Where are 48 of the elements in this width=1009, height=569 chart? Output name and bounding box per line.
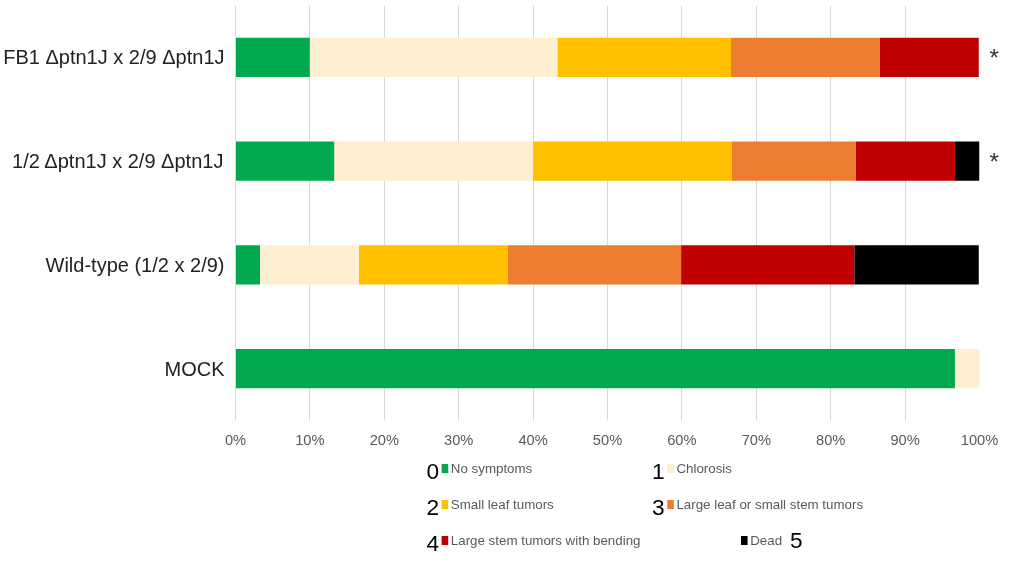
legend-label: Large stem tumors with bending: [450, 533, 641, 548]
annotation: *: [989, 43, 999, 71]
bar: [731, 37, 880, 78]
bar: [954, 348, 980, 389]
bar: [235, 141, 335, 181]
legend-label: Dead: [750, 533, 783, 548]
x-tick-label: 30%: [444, 431, 474, 448]
text: 2: [426, 494, 440, 520]
x-tick-label: 0%: [224, 431, 247, 448]
legend-label: No symptoms: [450, 461, 533, 476]
legend-label: Small leaf tumors: [450, 497, 555, 512]
bar: [507, 245, 682, 285]
x-tick-label: 20%: [369, 431, 399, 448]
y-tick-label: 1/2 Δptn1J x 2/9 Δptn1J: [12, 150, 224, 173]
text: 3: [652, 494, 665, 520]
x-tick-label: 90%: [890, 431, 920, 448]
annotation: *: [989, 147, 999, 175]
text: 5: [790, 527, 803, 553]
bar: [856, 141, 955, 181]
bar: [235, 37, 310, 78]
bar: [879, 37, 979, 78]
text: 0: [426, 458, 440, 484]
bar: [334, 141, 534, 181]
bar: [235, 245, 261, 285]
bar: [533, 141, 732, 181]
bar: [681, 245, 855, 285]
x-tick-label: 100%: [960, 431, 999, 448]
bar: [557, 37, 731, 78]
legend-label: Large leaf or small stem tumors: [676, 497, 864, 512]
bar: [359, 245, 508, 285]
bar: [235, 348, 955, 389]
y-tick-label: MOCK: [164, 357, 226, 380]
x-tick-label: 40%: [518, 431, 548, 448]
y-tick-label: Wild-type (1/2 x 2/9): [45, 253, 225, 276]
x-tick-label: 60%: [667, 431, 697, 448]
bar: [309, 37, 558, 78]
x-tick-label: 50%: [592, 431, 623, 448]
x-tick-label: 70%: [741, 431, 771, 448]
x-tick-label: 80%: [816, 431, 846, 448]
y-tick-label: FB1 Δptn1J x 2/9 Δptn1J: [3, 46, 225, 69]
x-tick-label: 10%: [295, 431, 325, 448]
bar: [731, 141, 856, 181]
bar: [954, 141, 980, 181]
bar: [854, 245, 979, 285]
legend-label: Chlorosis: [676, 461, 733, 476]
bar: [260, 245, 359, 285]
text: 1: [652, 458, 665, 484]
text: 4: [426, 530, 440, 556]
